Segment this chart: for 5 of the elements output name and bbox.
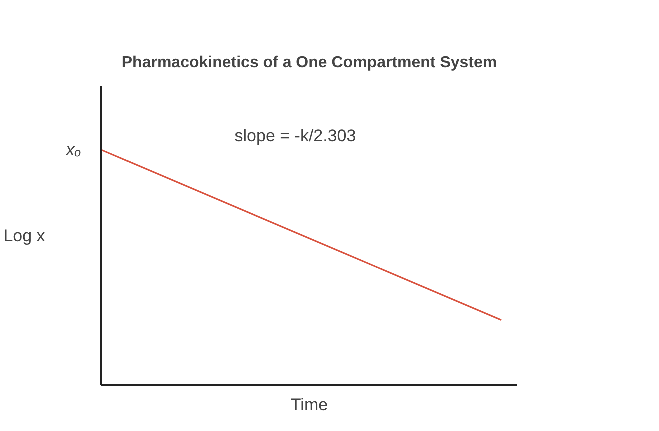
x-axis-title: Time [290,396,328,414]
y-axis-title: Log x [4,226,46,246]
text: slope = -k/2.303 [234,126,356,146]
chart-title: Pharmacokinetics of a One Compartment System [122,54,498,72]
annotation: xₒ [65,140,82,160]
